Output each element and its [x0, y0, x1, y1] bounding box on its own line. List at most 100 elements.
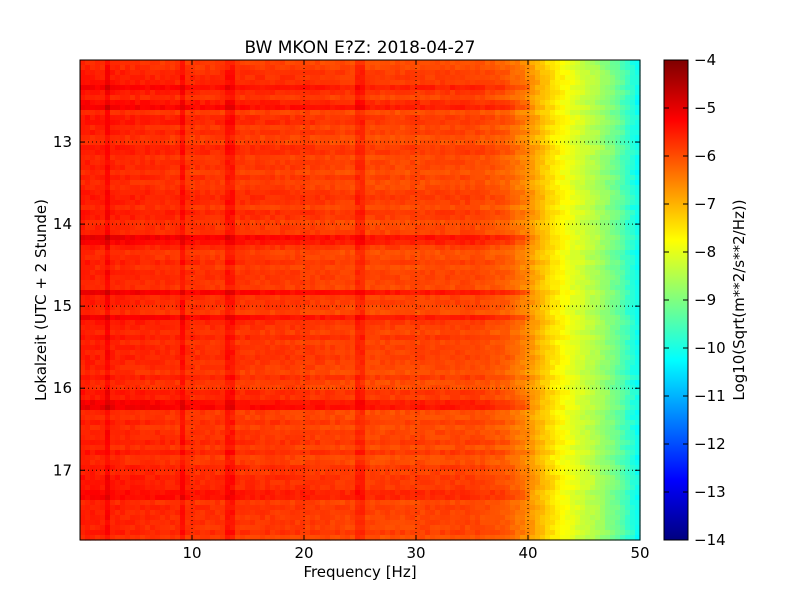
heatmap-cell [315, 135, 321, 141]
heatmap-cell [90, 180, 96, 186]
heatmap-cell [295, 155, 301, 161]
heatmap-cell [170, 115, 176, 121]
heatmap-cell [530, 220, 536, 226]
heatmap-cell [395, 105, 401, 111]
heatmap-cell [465, 275, 471, 281]
heatmap-cell [270, 275, 276, 281]
heatmap-cell [350, 160, 356, 166]
heatmap-cell [600, 120, 606, 126]
heatmap-cell [340, 205, 346, 211]
heatmap-cell [330, 80, 336, 86]
heatmap-cell [585, 165, 591, 171]
heatmap-cell [400, 145, 406, 151]
heatmap-cell [130, 135, 136, 141]
heatmap-cell [535, 140, 541, 146]
heatmap-cell [145, 145, 151, 151]
heatmap-cell [385, 110, 391, 116]
heatmap-cell [145, 75, 151, 81]
heatmap-cell [205, 130, 211, 136]
heatmap-cell [180, 185, 186, 191]
heatmap-cell [425, 125, 431, 131]
heatmap-cell [335, 265, 341, 271]
heatmap-cell [325, 260, 331, 266]
heatmap-cell [380, 80, 386, 86]
heatmap-cell [95, 190, 101, 196]
heatmap-cell [540, 95, 546, 101]
heatmap-cell [545, 270, 551, 276]
heatmap-cell [430, 230, 436, 236]
heatmap-cell [240, 80, 246, 86]
heatmap-cell [495, 140, 501, 146]
heatmap-cell [605, 250, 611, 256]
heatmap-cell [390, 105, 396, 111]
heatmap-cell [420, 255, 426, 261]
heatmap-cell [435, 225, 441, 231]
heatmap-cell [125, 255, 131, 261]
heatmap-cell [455, 260, 461, 266]
heatmap-cell [525, 195, 531, 201]
heatmap-cell [415, 155, 421, 161]
heatmap-cell [155, 260, 161, 266]
heatmap-cell [295, 65, 301, 71]
heatmap-cell [580, 175, 586, 181]
heatmap-cell [160, 155, 166, 161]
heatmap-cell [380, 250, 386, 256]
heatmap-cell [395, 230, 401, 236]
heatmap-cell [350, 280, 356, 286]
heatmap-cell [635, 200, 641, 206]
heatmap-cell [120, 130, 126, 136]
heatmap-cell [105, 260, 111, 266]
heatmap-cell [580, 245, 586, 251]
heatmap-cell [570, 160, 576, 166]
heatmap-cell [115, 150, 121, 156]
heatmap-cell [565, 120, 571, 126]
heatmap-cell [395, 250, 401, 256]
heatmap-cell [470, 130, 476, 136]
heatmap-cell [440, 110, 446, 116]
heatmap-cell [345, 60, 351, 66]
heatmap-cell [460, 120, 466, 126]
heatmap-cell [135, 215, 141, 221]
heatmap-cell [185, 60, 191, 66]
heatmap-cell [555, 135, 561, 141]
heatmap-cell [585, 240, 591, 246]
heatmap-cell [425, 235, 431, 241]
heatmap-cell [300, 115, 306, 121]
heatmap-cell [235, 75, 241, 81]
heatmap-cell [570, 165, 576, 171]
heatmap-cell [320, 95, 326, 101]
heatmap-cell [115, 200, 121, 206]
heatmap-cell [260, 265, 266, 271]
heatmap-cell [525, 135, 531, 141]
heatmap-cell [160, 105, 166, 111]
heatmap-cell [570, 190, 576, 196]
heatmap-cell [255, 230, 261, 236]
heatmap-cell [510, 210, 516, 216]
heatmap-cell [245, 215, 251, 221]
heatmap-cell [175, 100, 181, 106]
heatmap-cell [325, 235, 331, 241]
heatmap-cell [370, 145, 376, 151]
heatmap-cell [275, 280, 281, 286]
heatmap-cell [515, 165, 521, 171]
heatmap-cell [285, 175, 291, 181]
heatmap-cell [265, 125, 271, 131]
heatmap-cell [550, 250, 556, 256]
heatmap-cell [455, 190, 461, 196]
heatmap-cell [455, 75, 461, 81]
heatmap-cell [495, 135, 501, 141]
heatmap-cell [140, 205, 146, 211]
heatmap-cell [540, 180, 546, 186]
heatmap-cell [455, 205, 461, 211]
heatmap-cell [555, 70, 561, 76]
heatmap-cell [170, 255, 176, 261]
heatmap-cell [340, 160, 346, 166]
heatmap-cell [330, 210, 336, 216]
heatmap-cell [285, 75, 291, 81]
heatmap-cell [560, 155, 566, 161]
heatmap-cell [95, 245, 101, 251]
heatmap-cell [535, 145, 541, 151]
heatmap-cell [150, 160, 156, 166]
heatmap-cell [120, 200, 126, 206]
heatmap-cell [190, 150, 196, 156]
